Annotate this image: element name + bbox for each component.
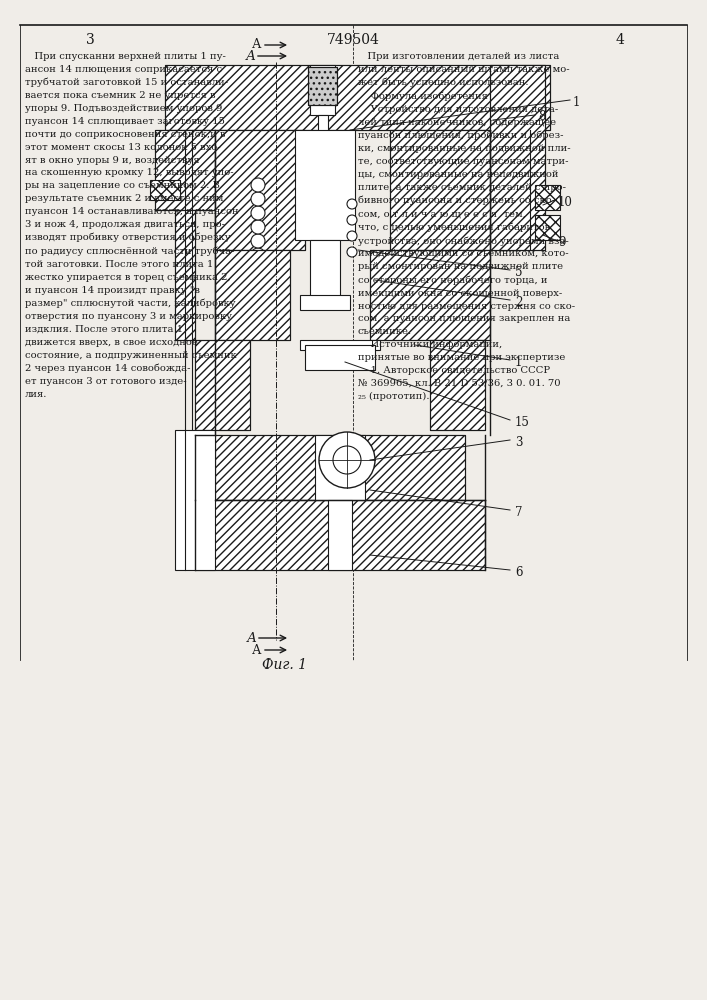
Bar	[390, 130, 490, 250]
Text: 4: 4	[616, 33, 624, 47]
Bar	[430, 340, 485, 430]
Bar	[175, 430, 215, 570]
Text: Фиг. 1: Фиг. 1	[262, 658, 308, 672]
Circle shape	[347, 247, 357, 257]
Circle shape	[251, 178, 265, 192]
Text: 15: 15	[515, 416, 530, 428]
Bar	[310, 240, 340, 300]
Circle shape	[319, 432, 375, 488]
Bar	[308, 67, 337, 105]
Bar	[305, 345, 375, 370]
Text: 5: 5	[515, 265, 522, 278]
Circle shape	[347, 231, 357, 241]
Bar	[318, 115, 328, 230]
Bar	[490, 65, 545, 250]
Bar	[535, 185, 560, 210]
Circle shape	[251, 192, 265, 206]
Circle shape	[251, 234, 265, 248]
Bar	[535, 215, 560, 240]
Bar	[300, 340, 380, 350]
Text: 10: 10	[558, 196, 573, 209]
Text: А: А	[252, 38, 262, 51]
Bar	[215, 130, 305, 250]
Text: 749504: 749504	[327, 33, 380, 47]
Bar	[315, 435, 365, 500]
Bar	[215, 250, 290, 340]
Text: 6: 6	[515, 566, 522, 578]
Text: 8: 8	[538, 110, 545, 123]
Bar	[175, 210, 195, 340]
Circle shape	[251, 206, 265, 220]
Bar	[215, 250, 290, 340]
Text: А: А	[247, 632, 257, 645]
Text: 3: 3	[515, 436, 522, 448]
Bar	[308, 67, 337, 105]
Bar	[165, 65, 550, 130]
Bar	[165, 65, 550, 130]
Bar	[300, 295, 350, 310]
Circle shape	[347, 199, 357, 209]
Bar	[430, 340, 485, 430]
Bar	[390, 130, 490, 250]
Bar	[295, 130, 355, 240]
Bar	[195, 340, 250, 430]
Text: При изготовлении деталей из листа
или ленты описанный штамп также мо-
жет быть у: При изготовлении деталей из листа или ле…	[358, 52, 575, 401]
Text: А: А	[252, 644, 262, 656]
Bar	[215, 210, 240, 320]
Bar	[215, 435, 465, 500]
Circle shape	[333, 446, 361, 474]
Bar	[370, 250, 490, 340]
Text: А: А	[246, 49, 256, 62]
Bar	[328, 500, 352, 570]
Text: 1: 1	[573, 96, 580, 108]
Bar	[490, 65, 545, 250]
Text: 2: 2	[515, 296, 522, 308]
Circle shape	[251, 220, 265, 234]
Text: 3: 3	[86, 33, 94, 47]
Bar	[215, 210, 240, 320]
Bar	[215, 435, 465, 500]
Text: 9: 9	[558, 235, 566, 248]
Circle shape	[251, 248, 265, 262]
Bar	[195, 500, 485, 570]
Bar	[215, 130, 305, 250]
Circle shape	[347, 215, 357, 225]
Text: 1: 1	[515, 356, 522, 368]
Bar	[195, 500, 485, 570]
Bar	[195, 340, 250, 430]
Bar	[310, 65, 335, 115]
Text: 7: 7	[515, 506, 522, 518]
Text: При спусканни верхней плиты 1 пу-
ансон 14 плющения соприкасается с
трубчатой за: При спусканни верхней плиты 1 пу- ансон …	[25, 52, 239, 399]
Bar	[155, 130, 215, 210]
Bar	[150, 180, 180, 200]
Bar	[370, 250, 490, 340]
Bar	[175, 210, 195, 340]
Bar	[155, 130, 215, 210]
